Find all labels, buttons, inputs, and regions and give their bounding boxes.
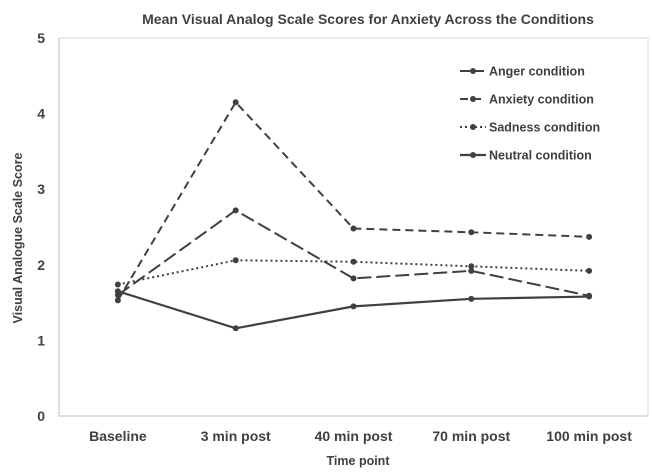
- x-axis-label: Time point: [327, 454, 391, 468]
- data-point: [468, 229, 475, 236]
- legend: Anger condition Anxiety condition Sadness …: [460, 65, 600, 163]
- legend-label: Anxiety condition: [489, 93, 594, 107]
- legend-marker: [470, 124, 476, 130]
- series-anger-condition: [114, 207, 593, 299]
- legend-marker: [470, 68, 476, 74]
- data-point: [586, 293, 593, 300]
- y-tick-label: 2: [37, 257, 45, 273]
- data-point: [468, 295, 475, 302]
- legend-item-anxiety-condition: Anxiety condition: [460, 93, 594, 107]
- data-point: [232, 325, 239, 332]
- data-point: [350, 275, 357, 282]
- chart-title: Mean Visual Analog Scale Scores for Anxi…: [142, 11, 594, 27]
- series-neutral-condition: [114, 288, 593, 332]
- y-tick-label: 3: [37, 181, 45, 197]
- data-point: [114, 288, 121, 295]
- data-point: [468, 267, 475, 274]
- data-point: [468, 263, 475, 270]
- data-point: [350, 225, 357, 232]
- series-line-neutral-condition: [117, 290, 590, 330]
- data-point: [232, 257, 239, 264]
- legend-label: Anger condition: [489, 65, 585, 79]
- y-tick-label: 1: [37, 332, 45, 348]
- x-tick-label: 3 min post: [201, 428, 271, 444]
- data-point: [350, 258, 357, 265]
- data-point: [232, 207, 239, 214]
- legend-item-sadness-condition: Sadness condition: [460, 121, 600, 135]
- legend-marker: [470, 96, 476, 102]
- series-line-sadness-condition: [117, 259, 590, 286]
- legend-label: Neutral condition: [489, 149, 592, 163]
- y-tick-label: 4: [37, 106, 45, 122]
- legend-item-neutral-condition: Neutral condition: [460, 149, 592, 163]
- series-line-anger-condition: [117, 209, 590, 297]
- series-sadness-condition: [114, 257, 593, 288]
- y-tick-label: 5: [37, 30, 45, 46]
- data-point: [114, 281, 121, 288]
- data-point: [350, 303, 357, 310]
- data-point: [586, 233, 593, 240]
- x-tick-label: 70 min post: [432, 428, 510, 444]
- data-point: [114, 297, 121, 304]
- legend-label: Sadness condition: [489, 121, 600, 135]
- x-tick-label: 40 min post: [315, 428, 393, 444]
- x-tick-label: Baseline: [89, 428, 147, 444]
- y-tick-label: 0: [37, 408, 45, 424]
- axes: 0 1 2 3 4 5 Baseline 3 min post 40 min post 70 mi…: [37, 30, 649, 444]
- series-anxiety-condition: [114, 99, 593, 304]
- data-point: [586, 267, 593, 274]
- series-layer: [114, 99, 593, 332]
- x-tick-label: 100 min post: [546, 428, 632, 444]
- legend-item-anger-condition: Anger condition: [460, 65, 585, 79]
- y-axis-label: Visual Analogue Scale Score: [11, 153, 25, 324]
- legend-marker: [470, 152, 476, 158]
- data-point: [232, 99, 239, 106]
